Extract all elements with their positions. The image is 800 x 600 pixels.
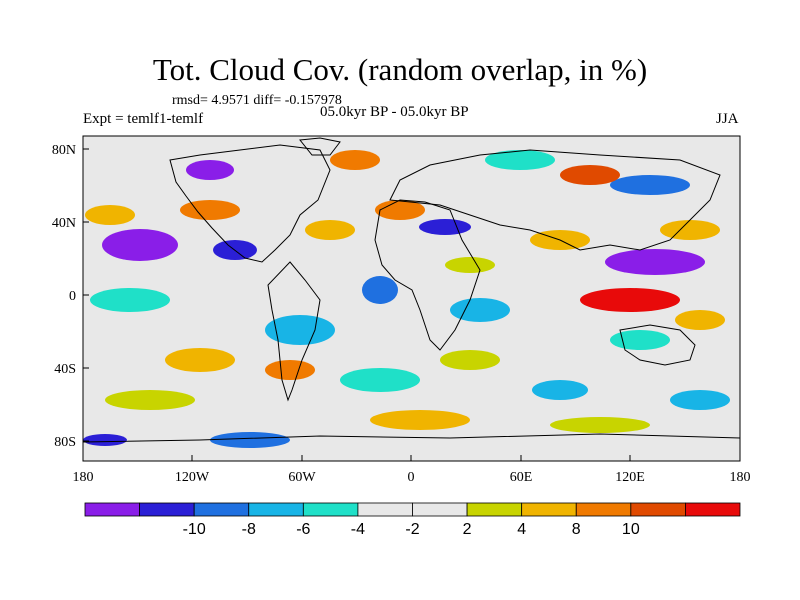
- lat-tick-label: 40N: [52, 216, 76, 231]
- lat-tick-label: 40S: [54, 362, 76, 377]
- colorbar-label: 2: [463, 521, 472, 538]
- lon-tick-label: 0: [408, 470, 415, 485]
- lon-tick-label: 60W: [288, 470, 316, 485]
- colorbar-swatch: [521, 502, 577, 517]
- colorbar-label: -10: [183, 521, 206, 538]
- colorbar-label: 8: [572, 521, 581, 538]
- map-title: Tot. Cloud Cov. (random overlap, in %): [152, 52, 648, 87]
- colorbar-swatch: [248, 502, 304, 517]
- lat-tick-label: 80N: [52, 143, 76, 158]
- anomaly-field: [83, 150, 730, 448]
- colorbar-label: 4: [517, 521, 526, 538]
- axis-ticks: [82, 148, 741, 461]
- lon-tick-label: 120E: [615, 470, 645, 485]
- lon-tick-label: 120W: [175, 470, 210, 485]
- colorbar-swatch: [630, 502, 686, 517]
- period-label: 05.0kyr BP - 05.0kyr BP: [320, 104, 469, 120]
- colorbar-swatch: [575, 502, 632, 517]
- colorbar-swatch: [357, 502, 413, 517]
- colorbar-label: -6: [296, 521, 310, 538]
- colorbar-label: -2: [405, 521, 419, 538]
- colorbar-swatch: [84, 502, 140, 517]
- lat-tick-label: 0: [69, 289, 76, 304]
- stats-line: rmsd= 4.9571 diff= -0.157978: [172, 93, 342, 108]
- colorbar-labels: -10 -8 -6 -4 -2 2 4 8 10: [183, 521, 640, 538]
- lon-tick-label: 60E: [510, 470, 533, 485]
- season-label: JJA: [716, 111, 739, 127]
- coastlines: [83, 137, 740, 443]
- colorbar-swatch: [466, 502, 523, 517]
- colorbar-label: -8: [242, 521, 256, 538]
- experiment-label: Expt = temlf1-temlf: [83, 111, 204, 127]
- colorbar-swatch: [412, 502, 468, 517]
- lat-tick-label: 80S: [54, 435, 76, 450]
- colorbar-label: -4: [351, 521, 365, 538]
- colorbar: [84, 502, 741, 517]
- colorbar-swatch: [193, 502, 250, 517]
- colorbar-label: 10: [622, 521, 640, 538]
- colorbar-swatch: [685, 502, 741, 517]
- lon-tick-label: 180: [730, 470, 751, 485]
- lon-tick-label: 180: [73, 470, 94, 485]
- colorbar-swatch: [302, 502, 359, 517]
- colorbar-swatch: [139, 502, 195, 517]
